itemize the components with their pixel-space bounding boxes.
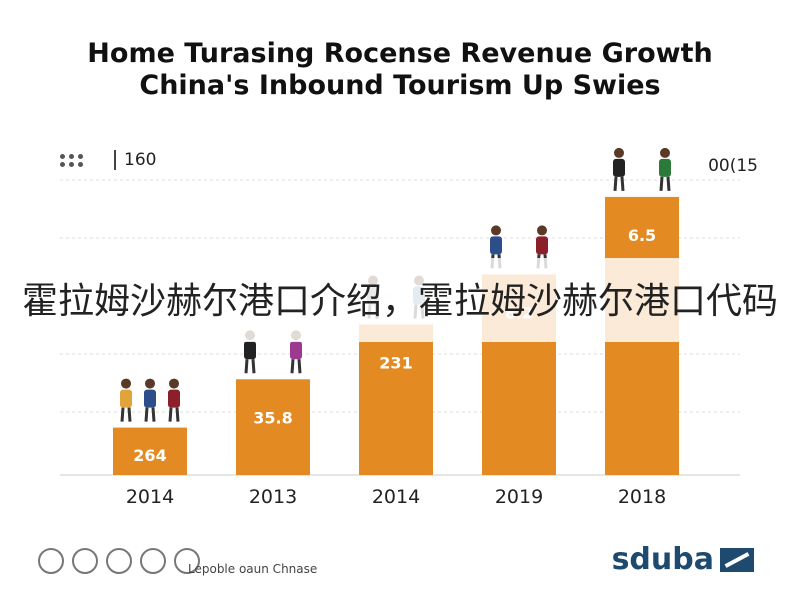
- x-tick-3: 2019: [495, 486, 543, 508]
- footer-icons: [38, 548, 200, 574]
- footer-icon-4: [140, 548, 166, 574]
- pipe-icon: [114, 150, 116, 170]
- brand-logo: sduba: [612, 542, 754, 577]
- x-tick-labels: 2014 2013 2014 2019 2018: [126, 486, 666, 508]
- bar-0: [113, 427, 187, 475]
- person-icon-0-1: [144, 378, 156, 422]
- footer-caption: Lepoble oaun Chnase: [188, 562, 318, 576]
- person-icon-0-2: [168, 378, 180, 422]
- corner-label: 00(15: [708, 156, 758, 176]
- footer-icon-3: [106, 548, 132, 574]
- chart-title-line1: Home Turasing Rocense Revenue Growth: [87, 38, 713, 69]
- legend-row: 160: [60, 148, 156, 172]
- x-tick-2: 2014: [372, 486, 420, 508]
- data-label-2: 231: [379, 354, 412, 373]
- data-label-0: 264: [133, 446, 166, 465]
- footer-icon-1: [38, 548, 64, 574]
- data-label-1: 35.8: [253, 408, 292, 427]
- brand-mark-icon: [720, 547, 754, 572]
- person-icon-4-0: [613, 147, 625, 192]
- x-tick-4: 2018: [618, 486, 666, 508]
- person-icon-4-1: [659, 147, 671, 192]
- bar-2: [359, 324, 433, 475]
- footer-icon-2: [72, 548, 98, 574]
- bar-1: [236, 379, 310, 475]
- dot-grid-icon: [60, 153, 84, 167]
- axis-label: 160: [124, 150, 157, 170]
- overlay-banner-text: 霍拉姆沙赫尔港口介绍，霍拉姆沙赫尔港口代码: [21, 281, 778, 322]
- chart-title-line2: China's Inbound Tourism Up Swies: [139, 70, 661, 101]
- x-tick-1: 2013: [249, 486, 297, 508]
- overlay-banner: [0, 258, 800, 342]
- brand-name: sduba: [611, 542, 714, 577]
- data-label-4: 6.5: [628, 226, 656, 245]
- person-icon-0-0: [120, 378, 132, 422]
- x-tick-0: 2014: [126, 486, 174, 508]
- footer-icon-5: [174, 548, 200, 574]
